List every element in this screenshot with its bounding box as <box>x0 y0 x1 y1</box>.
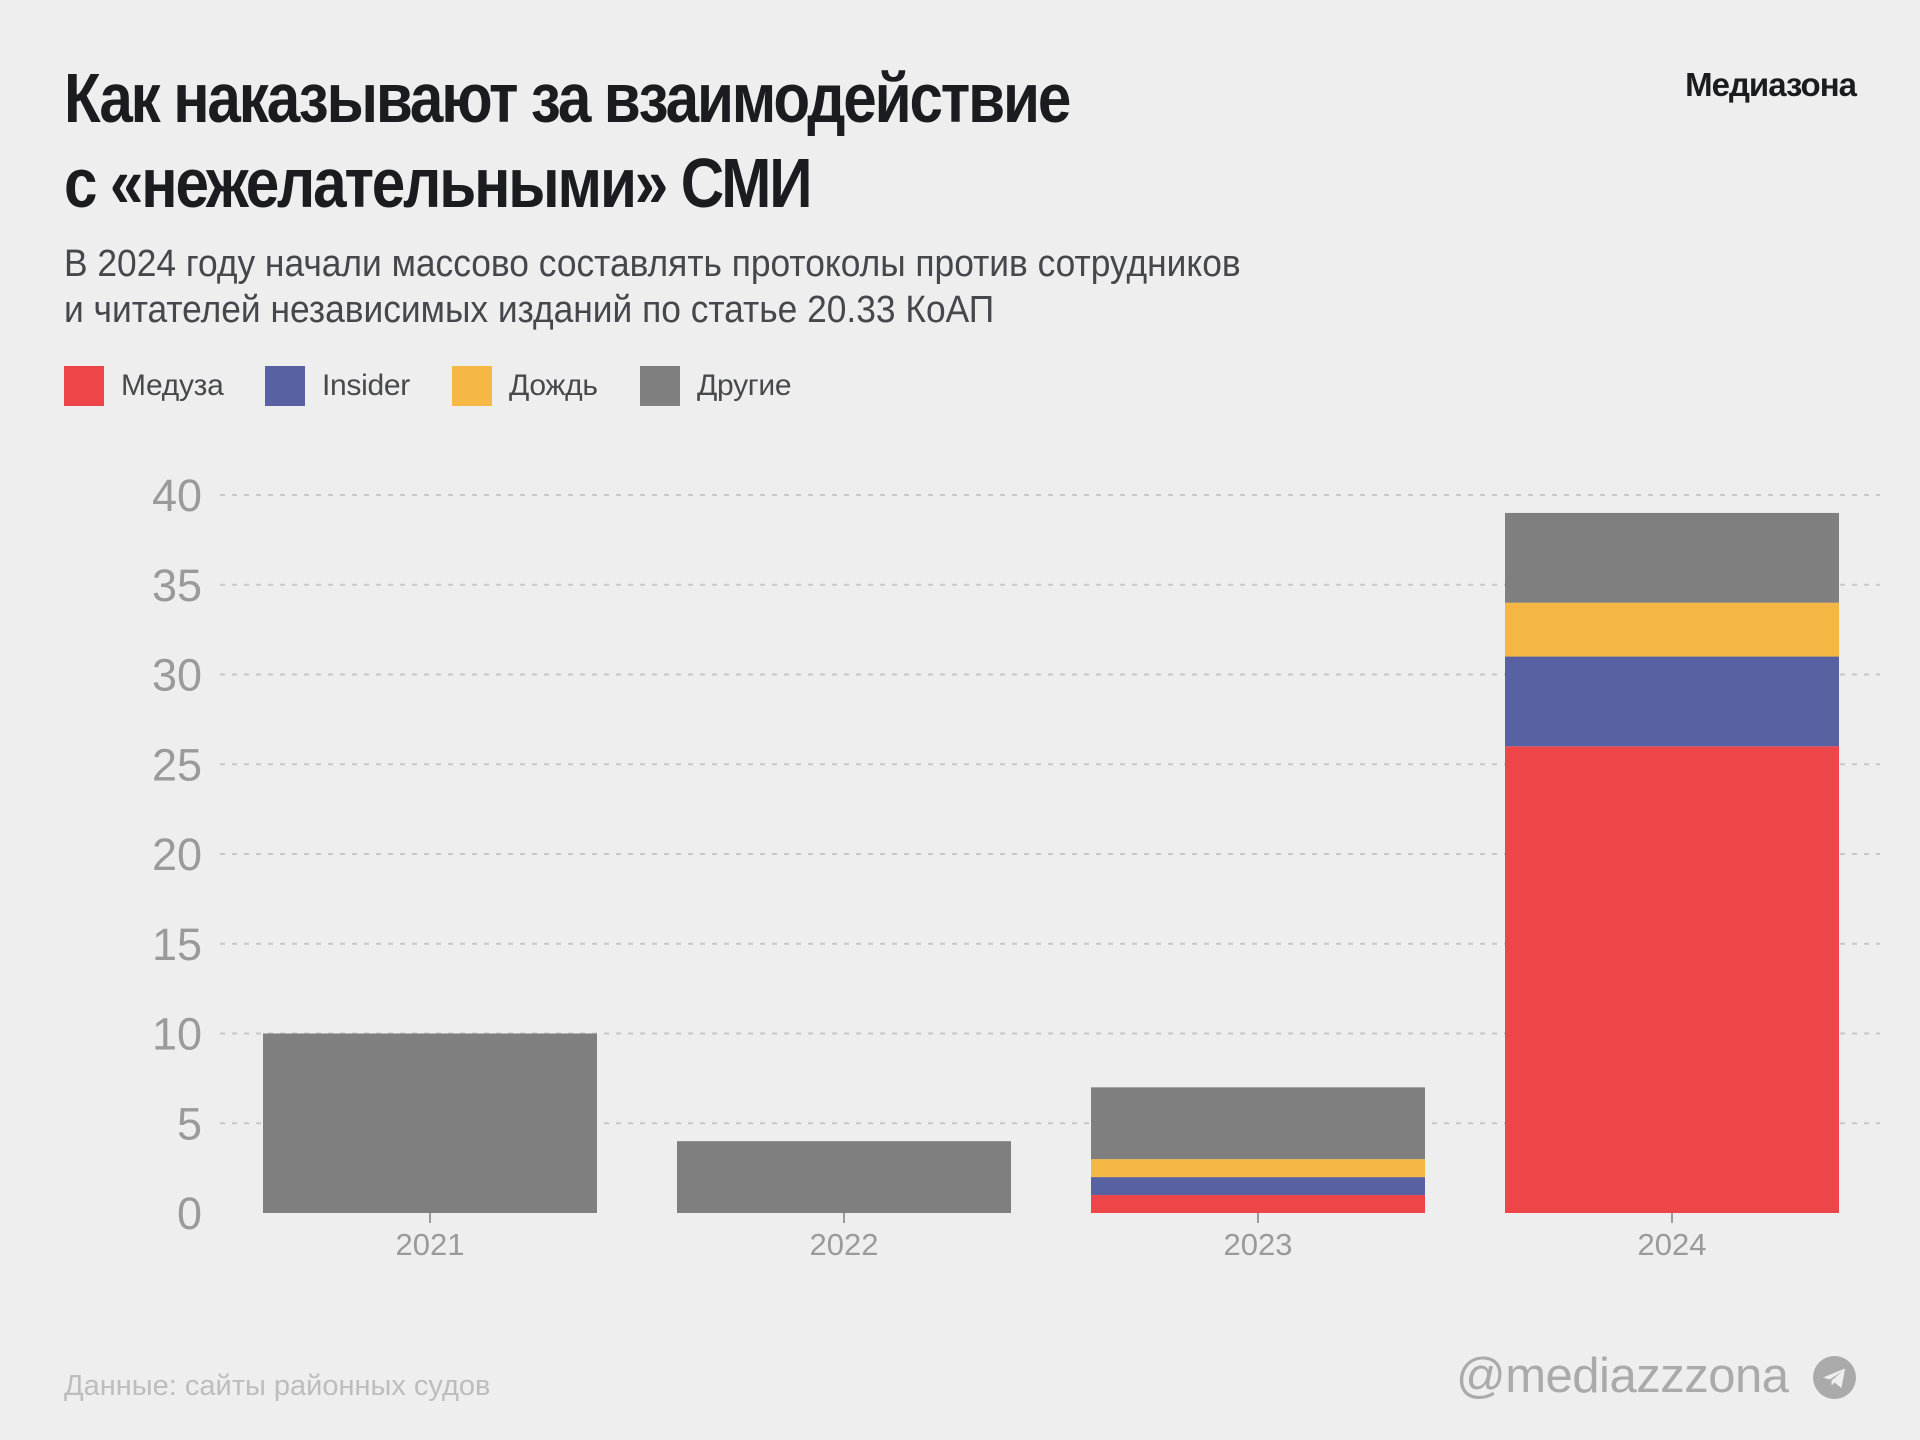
bar-segment-2023-0 <box>1091 1195 1425 1213</box>
bar-segment-2023-3 <box>1091 1087 1425 1160</box>
chart-title: Как наказывают за взаимодействие с «неже… <box>64 56 1233 226</box>
bar-stack-2021 <box>263 1033 597 1213</box>
mediazona-logo: Медиазона <box>1685 66 1857 103</box>
y-tick-label: 40 <box>152 470 202 521</box>
bar-segment-2024-3 <box>1505 512 1839 603</box>
legend-swatch-meduza <box>64 366 104 406</box>
telegram-handle[interactable]: @mediazzzona <box>1456 1349 1789 1403</box>
x-tick-label: 2022 <box>810 1227 879 1262</box>
legend-item-dozhd: Дождь <box>452 366 598 406</box>
legend-swatch-insider <box>265 366 305 406</box>
legend-item-others: Другие <box>640 366 792 406</box>
y-tick-label: 5 <box>177 1098 202 1149</box>
bar-stack-2022 <box>677 1141 1011 1213</box>
x-axis-ticks: 2021 2022 2023 2024 <box>396 1213 1707 1262</box>
x-tick-label: 2021 <box>396 1227 465 1262</box>
chart-subtitle-line-1: В 2024 году начали массово составлять пр… <box>64 243 1241 285</box>
x-tick-label: 2023 <box>1224 1227 1293 1262</box>
legend-label-meduza: Медуза <box>121 369 224 402</box>
chart-title-line-1: Как наказывают за взаимодействие <box>64 59 1071 137</box>
y-tick-label: 20 <box>152 829 202 880</box>
legend-label-insider: Insider <box>322 369 410 402</box>
bar-segment-2024-0 <box>1505 746 1839 1213</box>
chart-subtitle-line-2: и читателей независимых изданий по стать… <box>64 289 995 331</box>
bar-stack-2023 <box>1091 1087 1425 1213</box>
chart-subtitle: В 2024 году начали массово составлять пр… <box>64 241 1329 333</box>
legend-item-insider: Insider <box>265 366 410 406</box>
y-tick-label: 35 <box>152 560 202 611</box>
y-tick-label: 0 <box>177 1188 202 1239</box>
bar-segment-2021-3 <box>263 1033 597 1213</box>
bar-segment-2023-2 <box>1091 1159 1425 1178</box>
legend-swatch-others <box>640 366 680 406</box>
bar-segment-2022-3 <box>677 1141 1011 1213</box>
y-tick-label: 30 <box>152 650 202 701</box>
legend-item-meduza: Медуза <box>64 366 224 406</box>
telegram-icon[interactable] <box>1813 1356 1856 1399</box>
bars <box>263 512 1839 1213</box>
x-tick-label: 2024 <box>1638 1227 1707 1262</box>
y-tick-label: 25 <box>152 739 202 790</box>
bar-stack-2024 <box>1505 512 1839 1213</box>
bar-segment-2023-1 <box>1091 1177 1425 1196</box>
data-source-note: Данные: сайты районных судов <box>64 1370 491 1402</box>
y-tick-label: 10 <box>152 1009 202 1060</box>
y-tick-label: 15 <box>152 919 202 970</box>
bar-segment-2024-1 <box>1505 656 1839 747</box>
legend-label-dozhd: Дождь <box>509 369 598 402</box>
chart-title-line-2: с «нежелательными» СМИ <box>64 144 813 222</box>
y-axis-tick-labels: 0 5 10 15 20 25 30 35 40 <box>152 470 202 1239</box>
legend-swatch-dozhd <box>452 366 492 406</box>
legend-label-others: Другие <box>697 369 792 402</box>
bar-segment-2024-2 <box>1505 602 1839 657</box>
